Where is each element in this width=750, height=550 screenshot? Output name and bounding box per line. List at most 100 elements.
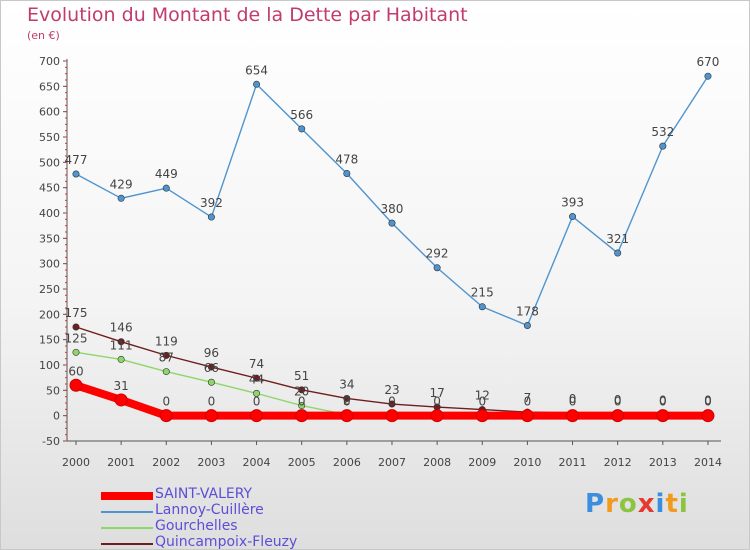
data-point-1 [253, 80, 261, 88]
data-label: 654 [245, 63, 268, 77]
legend-swatch [101, 492, 153, 500]
logo-letter: i [678, 489, 689, 519]
legend-swatch [101, 543, 153, 545]
data-point-1 [614, 249, 622, 257]
logo-letter: P [585, 489, 606, 519]
x-tick-label: 2009 [468, 456, 496, 469]
data-point-1 [433, 264, 441, 272]
y-tick-label: 100 [39, 359, 60, 372]
data-label: 31 [113, 379, 128, 393]
y-tick-label: 450 [39, 182, 60, 195]
data-label: 34 [339, 377, 354, 391]
y-tick-label: 300 [39, 258, 60, 271]
data-point-0 [430, 409, 444, 423]
data-point-0 [611, 409, 625, 423]
data-point-2 [162, 368, 170, 376]
data-point-3 [207, 363, 215, 371]
logo-letter: o [618, 489, 638, 519]
x-tick-label: 2008 [423, 456, 451, 469]
data-label: 0 [433, 395, 441, 409]
data-label: 20 [294, 385, 309, 399]
data-point-0 [204, 409, 218, 423]
data-point-1 [523, 321, 531, 329]
x-tick-label: 2001 [107, 456, 135, 469]
data-point-1 [704, 72, 712, 80]
y-tick-label: 650 [39, 80, 60, 93]
data-label: 566 [290, 108, 313, 122]
y-tick-label: 700 [39, 55, 60, 68]
data-point-0 [114, 393, 128, 407]
data-point-0 [475, 409, 489, 423]
data-point-0 [520, 409, 534, 423]
data-point-1 [388, 219, 396, 227]
data-label: 146 [110, 321, 133, 335]
logo-letter: t [665, 489, 679, 519]
x-tick-label: 2002 [152, 456, 180, 469]
data-point-0 [340, 409, 354, 423]
data-label: 175 [65, 306, 88, 320]
data-label: 0 [659, 394, 667, 408]
data-label: 0 [208, 395, 216, 409]
data-point-1 [478, 303, 486, 311]
data-label: 178 [516, 304, 539, 318]
data-point-3 [253, 374, 261, 382]
legend-swatch [101, 527, 153, 529]
x-tick-label: 2010 [513, 456, 541, 469]
data-label: 51 [294, 369, 309, 383]
legend-label: Quincampoix-Fleuzy [155, 534, 298, 550]
x-tick-label: 2007 [378, 456, 406, 469]
data-point-2 [207, 378, 215, 386]
data-point-1 [117, 194, 125, 202]
data-label: 74 [249, 357, 264, 371]
y-tick-label: 50 [46, 384, 60, 397]
data-point-3 [388, 400, 396, 408]
x-tick-label: 2004 [243, 456, 271, 469]
logo-letter: i [655, 489, 666, 519]
data-point-0 [159, 409, 173, 423]
data-point-1 [569, 213, 577, 221]
data-label: 478 [335, 152, 358, 166]
logo-letter: x [637, 489, 656, 519]
data-point-1 [72, 170, 80, 178]
data-label: 0 [704, 394, 712, 408]
legend-swatch [101, 511, 153, 513]
data-point-0 [701, 409, 715, 423]
data-label: 96 [204, 346, 219, 360]
data-label: 60 [68, 364, 83, 378]
x-tick-label: 2011 [559, 456, 587, 469]
x-tick-label: 2014 [694, 456, 722, 469]
data-label: 7 [524, 391, 532, 405]
data-label: 111 [110, 338, 133, 352]
data-label: 119 [155, 334, 178, 348]
data-point-3 [343, 394, 351, 402]
data-label: 532 [651, 125, 674, 139]
data-point-3 [298, 386, 306, 394]
x-tick-label: 2006 [333, 456, 361, 469]
data-label: 429 [110, 177, 133, 191]
y-tick-label: 400 [39, 207, 60, 220]
data-label: 0 [704, 395, 712, 409]
data-label: 66 [204, 361, 219, 375]
data-point-2 [117, 355, 125, 363]
x-tick-label: 2012 [604, 456, 632, 469]
data-label: 670 [697, 55, 720, 69]
legend-label: Gourchelles [155, 518, 238, 534]
data-point-1 [659, 142, 667, 150]
data-point-1 [343, 169, 351, 177]
data-label: 0 [659, 395, 667, 409]
data-point-0 [566, 409, 580, 423]
data-label: 0 [253, 395, 261, 409]
y-tick-label: 250 [39, 283, 60, 296]
data-label: 0 [614, 395, 622, 409]
data-label: 0 [524, 395, 532, 409]
data-point-1 [298, 125, 306, 133]
data-label: 380 [381, 202, 404, 216]
y-tick-label: 0 [53, 410, 60, 423]
data-label: 292 [426, 247, 449, 261]
y-tick-label: 500 [39, 156, 60, 169]
x-tick-label: 2013 [649, 456, 677, 469]
x-tick-label: 2000 [62, 456, 90, 469]
data-point-0 [69, 378, 83, 392]
